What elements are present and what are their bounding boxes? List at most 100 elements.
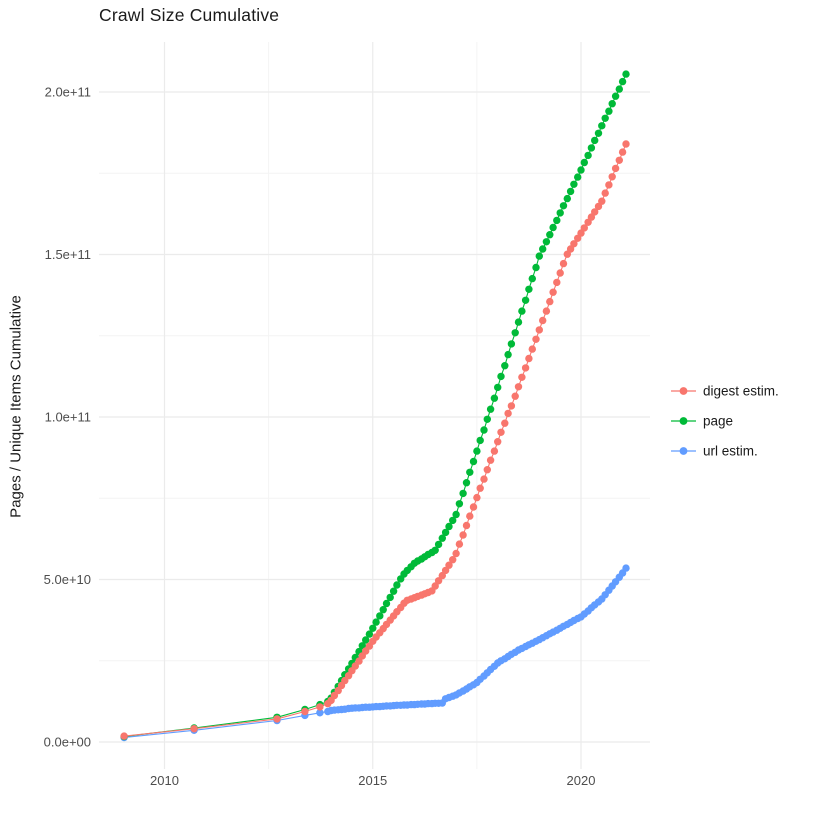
data-point <box>514 383 523 391</box>
data-point <box>504 350 512 359</box>
data-point <box>316 703 324 711</box>
data-point <box>501 419 509 427</box>
data-point <box>476 436 484 445</box>
data-point <box>438 534 446 542</box>
legend-item: url estim. <box>671 444 758 459</box>
legend-label: digest estim. <box>703 384 779 399</box>
legend: digest estim. page url estim. <box>671 384 779 459</box>
data-point <box>528 345 536 353</box>
data-point <box>605 107 613 115</box>
data-point <box>469 503 478 511</box>
data-point <box>535 252 543 260</box>
data-point <box>601 189 609 197</box>
data-point <box>462 521 471 530</box>
data-point <box>532 263 540 272</box>
legend-key-point <box>679 417 688 425</box>
data-point <box>587 144 596 152</box>
y-axis-title: Pages / Unique Items Cumulative <box>7 295 25 518</box>
data-point <box>521 296 530 304</box>
data-point <box>518 373 526 381</box>
data-point <box>486 456 495 464</box>
data-point <box>514 318 523 326</box>
data-point <box>622 70 630 78</box>
legend-key-point <box>679 387 688 395</box>
data-point <box>480 475 488 483</box>
data-point <box>393 581 401 589</box>
data-point <box>273 715 281 723</box>
data-point <box>553 278 561 287</box>
data-point <box>521 364 530 372</box>
data-point <box>553 216 561 225</box>
data-point <box>511 392 519 400</box>
data-point <box>462 479 471 487</box>
data-point <box>511 329 519 337</box>
y-tick-label: 0.0e+00 <box>44 735 91 750</box>
data-point <box>608 100 616 108</box>
data-point <box>365 630 374 638</box>
data-point <box>563 194 571 203</box>
series-points <box>120 70 630 742</box>
data-point <box>434 540 443 549</box>
data-point <box>566 187 575 196</box>
data-point <box>301 707 309 716</box>
data-point <box>549 223 557 232</box>
data-point <box>497 372 505 381</box>
data-point <box>549 288 557 296</box>
data-point <box>622 564 630 572</box>
data-point <box>539 245 547 253</box>
data-point <box>476 484 484 492</box>
data-point <box>316 709 324 717</box>
data-point <box>591 208 599 216</box>
data-point <box>528 274 536 283</box>
data-point <box>379 606 387 614</box>
data-point <box>605 181 613 189</box>
data-point <box>559 259 568 268</box>
legend-item: digest estim. <box>671 384 779 399</box>
data-point <box>455 540 464 548</box>
data-point <box>483 415 491 423</box>
data-point <box>449 516 457 525</box>
chart-title: Crawl Size Cumulative <box>99 5 280 25</box>
data-point <box>362 636 370 644</box>
axis-tick-labels: 2010 2015 2020 0.0e+00 5.0e+10 1.0e+11 1.5e+11… <box>44 85 596 789</box>
data-point <box>434 577 443 585</box>
data-point <box>369 624 377 632</box>
data-point <box>546 231 554 239</box>
data-point <box>615 85 623 93</box>
data-point <box>501 362 509 370</box>
data-point <box>580 158 588 167</box>
data-point <box>507 402 516 410</box>
data-point <box>376 612 384 620</box>
x-tick-label: 2015 <box>358 773 387 788</box>
grid-major-lines <box>99 42 650 769</box>
data-point <box>574 173 582 181</box>
data-point <box>559 202 568 210</box>
data-point <box>570 180 578 188</box>
data-point <box>507 340 516 348</box>
data-point <box>518 307 526 315</box>
data-point <box>539 316 547 325</box>
data-point <box>445 522 453 531</box>
data-point <box>490 394 499 402</box>
data-point <box>598 197 606 205</box>
data-point <box>466 468 474 476</box>
data-point <box>584 151 592 160</box>
data-point <box>483 466 491 474</box>
data-point <box>459 531 467 539</box>
x-tick-label: 2020 <box>567 773 596 788</box>
y-tick-label: 1.5e+11 <box>45 247 91 262</box>
data-point <box>532 335 540 343</box>
data-point <box>452 510 460 519</box>
data-point <box>598 122 606 130</box>
data-point <box>497 428 505 436</box>
data-point <box>190 725 198 733</box>
data-point <box>570 240 578 248</box>
data-point <box>577 166 585 174</box>
data-point <box>494 383 502 392</box>
data-point <box>608 173 616 181</box>
data-point <box>556 209 564 217</box>
data-point <box>580 224 588 232</box>
y-tick-label: 1.0e+11 <box>45 410 91 425</box>
data-point <box>618 148 627 156</box>
